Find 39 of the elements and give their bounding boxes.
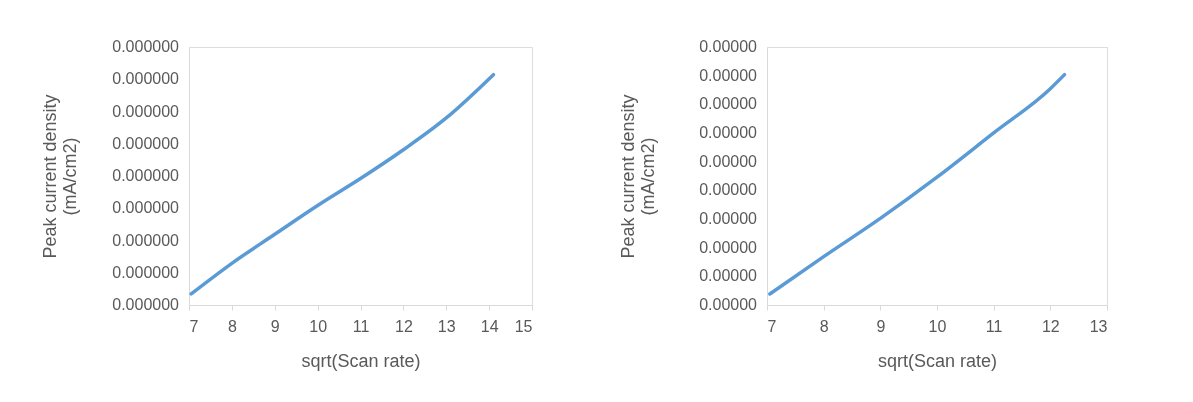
- x-tick-label: 7: [767, 317, 777, 335]
- text: 0.00000: [699, 124, 758, 141]
- x-tick-label: 7: [189, 317, 199, 335]
- x-tick-label: 11: [352, 317, 370, 335]
- text: 0.000000: [112, 199, 180, 217]
- x-tick-label: 14: [480, 317, 499, 335]
- x-tick-label: 9: [876, 317, 886, 335]
- text: 0.00000: [699, 238, 758, 256]
- text: 0.000000: [112, 167, 180, 184]
- x-tick-label: 8: [227, 317, 237, 335]
- x-tick-label: 8: [819, 317, 829, 335]
- x-tick-label: 15: [514, 317, 533, 335]
- x-axis-title: sqrt(Scan rate): [301, 350, 421, 371]
- text: 0.000000: [112, 231, 180, 249]
- text: 0.00000: [699, 210, 758, 227]
- x-tick-label: 12: [394, 317, 413, 335]
- x-tick-label: 12: [1041, 317, 1060, 335]
- x-tick-label: 13: [437, 317, 456, 335]
- text: 0.00000: [699, 181, 758, 199]
- y-axis-title: Peak current density (mA/cm2): [39, 94, 80, 259]
- text: 0.00000: [699, 38, 758, 55]
- text: 0.000000: [112, 296, 180, 313]
- text: 0.00000: [699, 296, 758, 313]
- x-tick-label: 10: [928, 317, 947, 335]
- text: 0.000000: [112, 134, 180, 152]
- x-tick-label: 9: [270, 317, 280, 335]
- text: 0.000000: [112, 102, 180, 120]
- x-tick-label: 11: [985, 317, 1003, 335]
- text: 0.00000: [699, 95, 758, 113]
- x-tick-label: 13: [1089, 317, 1108, 335]
- y-axis-title: Peak current density (mA/cm2): [617, 94, 658, 259]
- text: 0.000000: [112, 70, 180, 88]
- text: 0.00000: [699, 152, 758, 170]
- text: 0.00000: [699, 66, 758, 84]
- text: 0.000000: [112, 38, 180, 55]
- x-axis-title: sqrt(Scan rate): [877, 350, 998, 371]
- x-tick-label: 10: [309, 317, 328, 335]
- text: 0.00000: [699, 267, 758, 285]
- text: 0.000000: [112, 263, 180, 281]
